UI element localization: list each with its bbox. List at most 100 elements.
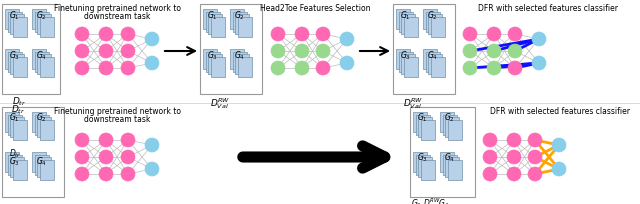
Bar [396,50,410,70]
Text: $G_3$: $G_3$ [207,49,218,61]
Bar [440,112,454,132]
Bar [442,115,456,135]
Text: $G_4$: $G_4$ [234,49,245,61]
Bar [431,57,445,77]
Text: $G_3$: $G_3$ [9,155,20,168]
Bar [418,118,432,137]
Bar [426,52,440,72]
Bar [393,5,455,94]
Bar [440,152,454,172]
Bar [399,52,413,72]
Bar [13,57,26,77]
Bar [13,160,26,180]
Bar [230,10,244,30]
Bar [428,55,442,75]
Bar [13,17,26,37]
Bar [403,57,417,77]
Bar [203,10,217,30]
Circle shape [532,57,546,71]
Bar [35,115,49,135]
Bar [10,118,24,137]
Bar [447,160,461,180]
Bar [235,55,249,75]
Bar [35,12,49,32]
Circle shape [487,62,501,76]
Circle shape [271,62,285,76]
Bar [442,155,456,175]
Text: $G_4$: $G_4$ [36,155,47,168]
Text: $G_1$: $G_1$ [400,9,411,21]
Text: $G_2$: $G_2$ [36,9,47,21]
Text: $G_4$: $G_4$ [444,151,455,164]
Text: Finetuning pretrained network to: Finetuning pretrained network to [54,106,180,115]
Circle shape [121,62,135,76]
Circle shape [271,45,285,59]
Bar [399,12,413,32]
Bar [8,155,22,175]
Bar [37,55,51,75]
Bar [445,118,459,137]
Bar [410,108,475,197]
Bar [396,10,410,30]
Circle shape [340,33,354,47]
Text: DFR with selected features classifier: DFR with selected features classifier [490,106,630,115]
Bar [230,50,244,70]
Bar [235,15,249,35]
Circle shape [316,62,330,76]
Circle shape [99,167,113,181]
Text: Head2Toe Features Selection: Head2Toe Features Selection [260,4,371,13]
Bar [10,157,24,177]
Circle shape [340,57,354,71]
Bar [32,112,46,132]
Bar [413,152,427,172]
Bar [5,152,19,172]
Bar [431,17,445,37]
Circle shape [532,33,546,47]
Bar [32,50,46,70]
Circle shape [295,45,309,59]
Text: $D_{Val}^{RW}$: $D_{Val}^{RW}$ [403,95,423,110]
Text: DFR with selected features classifier: DFR with selected features classifier [478,4,618,13]
Bar [237,17,252,37]
Bar [37,15,51,35]
Bar [211,17,225,37]
Bar [401,15,415,35]
Text: $G_2$: $G_2$ [234,9,244,21]
Text: downstream task: downstream task [84,114,150,123]
Bar [413,112,427,132]
Circle shape [487,28,501,42]
Circle shape [121,28,135,42]
Bar [401,55,415,75]
Circle shape [75,167,89,181]
Circle shape [507,133,521,147]
Text: $G_3$: $G_3$ [9,49,20,61]
Text: Finetuning pretrained network to: Finetuning pretrained network to [54,4,180,13]
Bar [447,120,461,140]
Circle shape [508,62,522,76]
Bar [40,120,54,140]
Circle shape [483,167,497,181]
Text: $G_3$: $G_3$ [417,151,428,164]
Text: $G_4$: $G_4$ [36,49,47,61]
Circle shape [507,150,521,164]
Text: $G_1$: $G_1$ [417,111,428,124]
Circle shape [528,150,542,164]
Bar [200,5,262,94]
Circle shape [99,150,113,164]
Bar [205,12,220,32]
Text: $G_4$: $G_4$ [427,49,438,61]
Circle shape [121,150,135,164]
Text: $G_2$: $G_2$ [427,9,438,21]
Bar [232,52,246,72]
Circle shape [507,167,521,181]
Circle shape [99,62,113,76]
Text: $D_{tr}$: $D_{tr}$ [9,147,22,160]
Bar [10,15,24,35]
Bar [423,10,437,30]
Bar [2,5,60,94]
Circle shape [145,138,159,152]
Text: downstream task: downstream task [84,12,150,21]
Circle shape [99,28,113,42]
Bar [445,157,459,177]
Circle shape [75,45,89,59]
